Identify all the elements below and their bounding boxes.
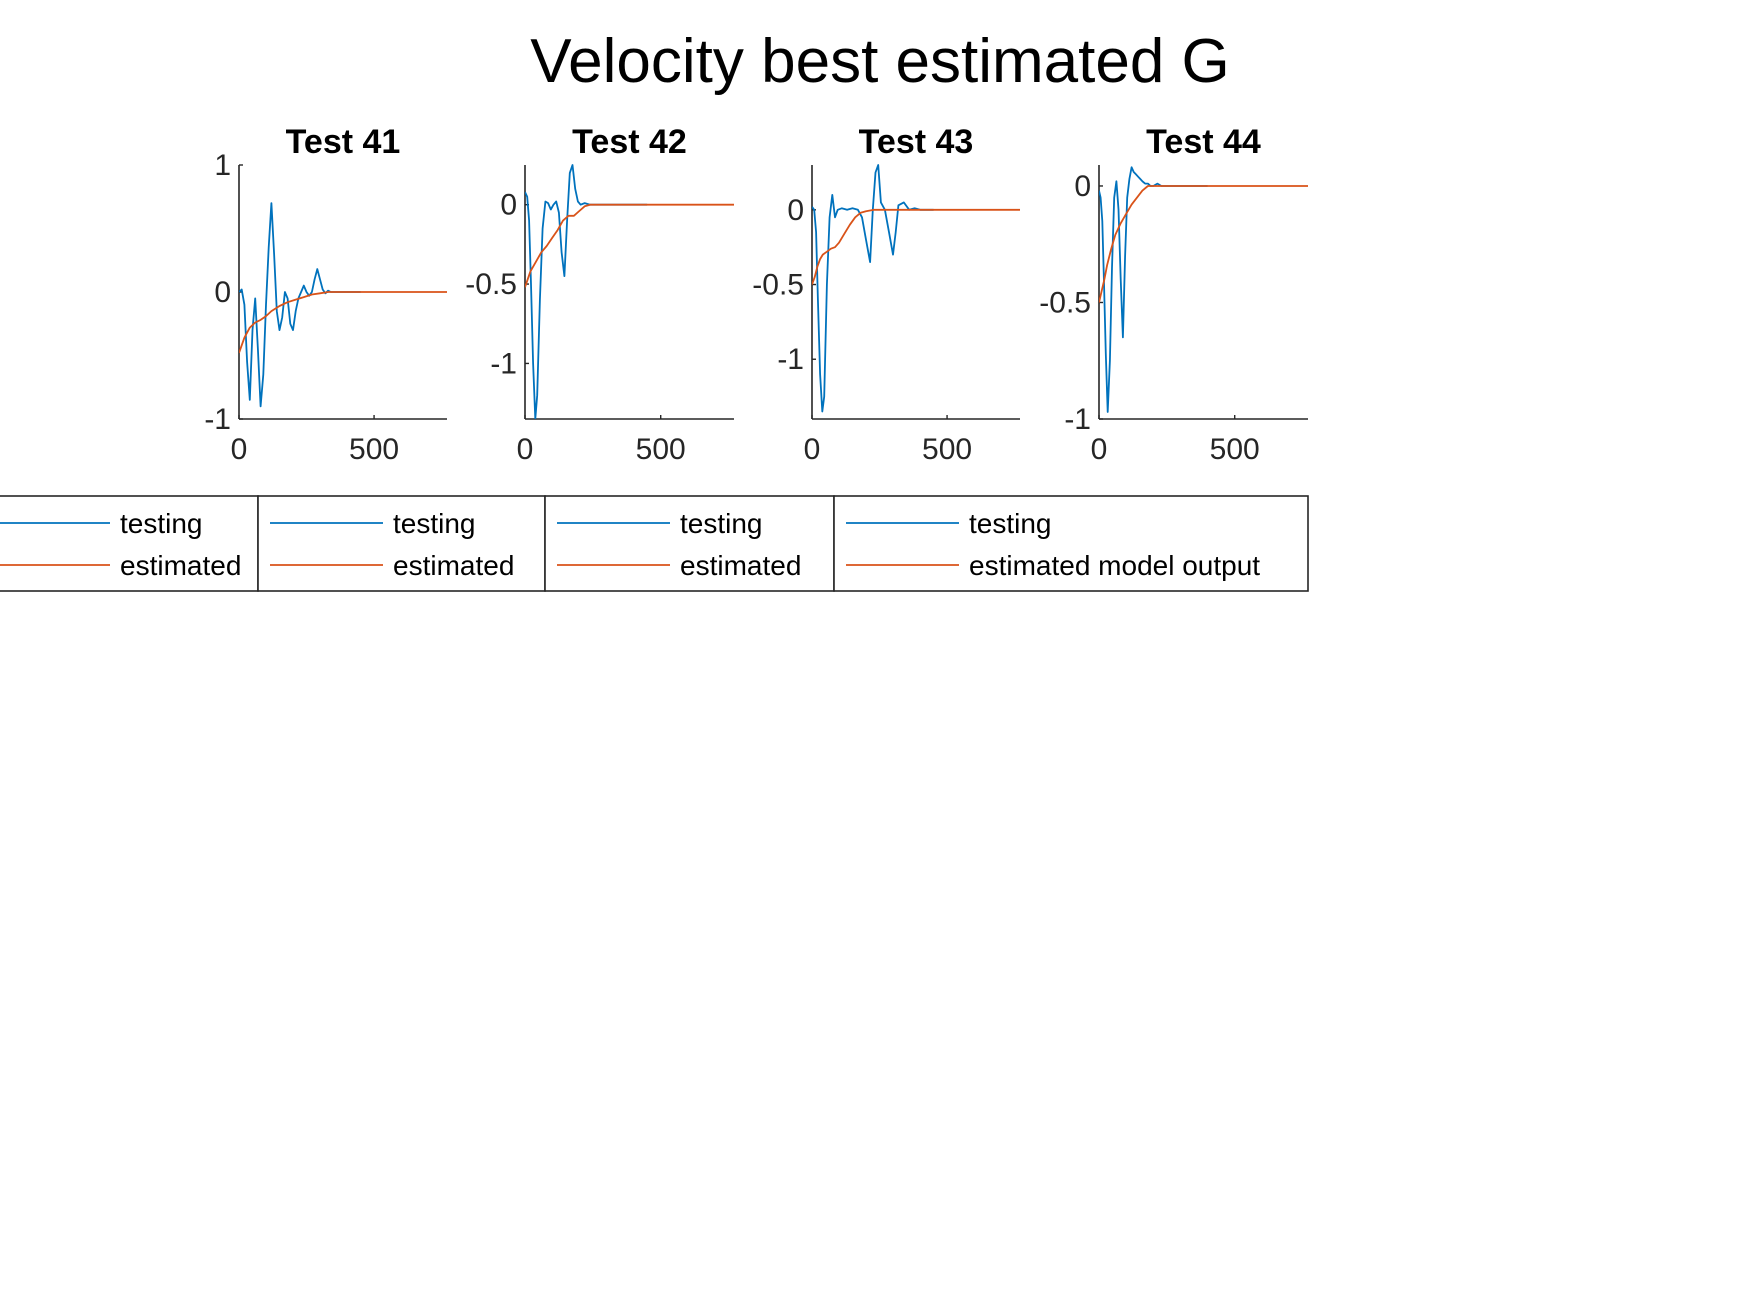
legend-label-estimated: estimated	[120, 550, 241, 581]
y-tick-label: 0	[500, 189, 517, 222]
y-tick-label: -0.5	[1039, 286, 1091, 319]
y-tick-label: -1	[204, 403, 231, 436]
legend-layer: testing estimated testing estimated testing e…	[0, 495, 1309, 592]
series-line-estimated	[1099, 185, 1308, 303]
legend-2: testing estimated	[257, 495, 546, 592]
figure-title: Velocity best estimated G	[530, 27, 1230, 96]
axes-title: Test 42	[572, 123, 687, 161]
legend-label-estimated: estimated model output	[969, 550, 1260, 581]
x-tick-label: 0	[231, 433, 248, 466]
legend-label-estimated: estimated	[393, 550, 514, 581]
legend-box	[257, 495, 546, 592]
y-tick-label: -1	[777, 343, 804, 376]
series-line-testing	[812, 164, 934, 413]
legend-4: testing estimated model output	[833, 495, 1309, 592]
x-tick-label: 500	[636, 433, 686, 466]
axes-4: Test 44 0 500 -1 -0.5 0	[1039, 123, 1308, 466]
x-tick-label: 0	[804, 433, 821, 466]
legend-label-testing: testing	[680, 508, 763, 539]
x-tick-label: 500	[1210, 433, 1260, 466]
x-tick-label: 500	[922, 433, 972, 466]
y-tick-label: -1	[490, 347, 517, 380]
x-tick-label: 0	[1091, 433, 1108, 466]
y-tick-label: 0	[214, 276, 231, 309]
y-tick-label: -0.5	[465, 268, 517, 301]
series-line-estimated	[525, 203, 734, 288]
legend-label-testing: testing	[393, 508, 476, 539]
legend-3: testing estimated	[544, 495, 835, 592]
series-line-estimated	[239, 291, 447, 354]
x-tick-label: 500	[349, 433, 399, 466]
axes-title: Test 43	[859, 123, 974, 161]
y-tick-label: 0	[787, 194, 804, 227]
series-line-estimated	[812, 208, 1020, 285]
axes-title: Test 41	[286, 123, 401, 161]
legend-box	[833, 495, 1309, 592]
legend-label-testing: testing	[120, 508, 203, 539]
axes-3: Test 43 0 500 -1 -0.5 0	[752, 123, 1020, 466]
axes-1: Test 410 500-101	[204, 123, 447, 466]
legend-box	[0, 495, 259, 592]
y-tick-label: 0	[1074, 170, 1091, 203]
x-tick-label: 0	[517, 433, 534, 466]
y-tick-label: -0.5	[752, 269, 804, 302]
legend-1: testing estimated	[0, 495, 259, 592]
y-tick-label: 1	[214, 149, 231, 182]
y-tick-label: -1	[1064, 403, 1091, 436]
axes-2: Test 42 0 500 -1 -0.5 0	[465, 123, 734, 466]
legend-label-estimated: estimated	[680, 550, 801, 581]
legend-label-testing: testing	[969, 508, 1052, 539]
axes-title: Test 44	[1146, 123, 1261, 161]
